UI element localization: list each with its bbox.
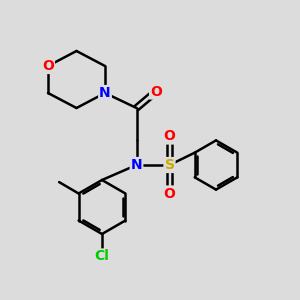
- Text: Cl: Cl: [94, 250, 110, 263]
- Text: N: N: [99, 86, 111, 100]
- Text: O: O: [164, 187, 175, 200]
- Text: O: O: [42, 59, 54, 73]
- Text: S: S: [164, 158, 175, 172]
- Text: O: O: [150, 85, 162, 98]
- Text: N: N: [131, 158, 142, 172]
- Text: O: O: [164, 130, 175, 143]
